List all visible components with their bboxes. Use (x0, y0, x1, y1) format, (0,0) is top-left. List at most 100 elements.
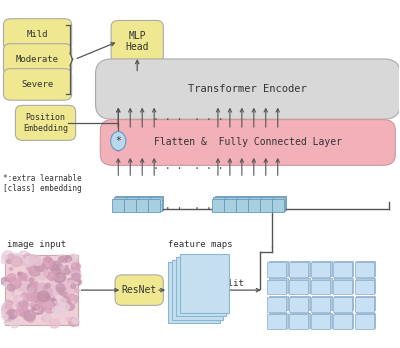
FancyBboxPatch shape (268, 295, 288, 310)
Circle shape (18, 297, 22, 301)
Text: Mild: Mild (27, 30, 48, 39)
FancyBboxPatch shape (172, 260, 223, 319)
FancyBboxPatch shape (96, 59, 400, 119)
Circle shape (7, 310, 18, 319)
FancyBboxPatch shape (273, 197, 285, 211)
Text: split: split (217, 279, 244, 288)
FancyBboxPatch shape (262, 196, 274, 210)
Circle shape (56, 300, 60, 304)
Circle shape (10, 317, 14, 321)
Circle shape (52, 271, 56, 274)
Circle shape (26, 256, 35, 264)
Circle shape (66, 303, 74, 310)
Circle shape (23, 256, 26, 258)
FancyBboxPatch shape (4, 19, 72, 50)
Circle shape (31, 303, 40, 312)
Circle shape (4, 303, 12, 309)
FancyBboxPatch shape (289, 314, 308, 329)
Circle shape (24, 303, 26, 306)
FancyBboxPatch shape (114, 197, 126, 211)
FancyBboxPatch shape (260, 199, 272, 213)
FancyBboxPatch shape (334, 261, 354, 276)
FancyBboxPatch shape (4, 44, 72, 75)
Circle shape (26, 271, 36, 280)
Circle shape (72, 262, 80, 269)
FancyBboxPatch shape (289, 262, 308, 277)
Circle shape (14, 280, 26, 291)
Circle shape (14, 295, 22, 303)
Circle shape (39, 300, 44, 304)
FancyBboxPatch shape (311, 297, 330, 311)
Circle shape (18, 272, 25, 278)
Circle shape (10, 290, 13, 293)
Circle shape (23, 287, 32, 295)
Circle shape (68, 303, 75, 309)
FancyBboxPatch shape (289, 280, 308, 294)
Circle shape (32, 262, 36, 264)
Circle shape (8, 301, 13, 306)
Circle shape (67, 317, 71, 321)
Circle shape (42, 292, 46, 296)
Circle shape (48, 259, 51, 262)
Circle shape (56, 255, 68, 264)
Circle shape (17, 306, 28, 316)
Text: image input: image input (7, 239, 66, 248)
Circle shape (72, 274, 80, 281)
Circle shape (21, 258, 30, 266)
Circle shape (60, 256, 69, 263)
Circle shape (4, 312, 14, 321)
FancyBboxPatch shape (148, 199, 160, 213)
Circle shape (4, 315, 7, 318)
Circle shape (16, 304, 18, 307)
FancyBboxPatch shape (111, 21, 163, 62)
Circle shape (44, 288, 52, 295)
FancyBboxPatch shape (126, 197, 138, 211)
FancyBboxPatch shape (290, 313, 310, 327)
FancyBboxPatch shape (311, 262, 330, 277)
Circle shape (60, 288, 68, 296)
FancyBboxPatch shape (312, 313, 332, 327)
Circle shape (68, 260, 70, 262)
Circle shape (18, 251, 30, 261)
FancyBboxPatch shape (212, 199, 224, 213)
FancyBboxPatch shape (138, 197, 150, 211)
Circle shape (72, 282, 76, 285)
FancyBboxPatch shape (312, 278, 332, 293)
Circle shape (54, 306, 64, 314)
Circle shape (26, 314, 35, 322)
Circle shape (60, 266, 64, 269)
Circle shape (42, 317, 46, 320)
Circle shape (13, 282, 22, 290)
Circle shape (32, 282, 39, 287)
Circle shape (34, 306, 37, 308)
Circle shape (19, 300, 28, 308)
Circle shape (4, 320, 10, 324)
Circle shape (7, 259, 11, 263)
Circle shape (1, 307, 11, 315)
FancyBboxPatch shape (333, 297, 352, 311)
Circle shape (42, 300, 47, 304)
Text: Moderate: Moderate (16, 55, 59, 64)
FancyBboxPatch shape (239, 196, 251, 210)
FancyBboxPatch shape (249, 197, 261, 211)
Circle shape (28, 273, 38, 282)
FancyBboxPatch shape (151, 196, 163, 210)
Circle shape (10, 278, 22, 288)
Circle shape (20, 273, 27, 280)
Circle shape (42, 315, 51, 322)
Text: *: * (115, 136, 121, 146)
Circle shape (4, 282, 10, 287)
Circle shape (16, 284, 20, 287)
Circle shape (72, 267, 75, 270)
Circle shape (72, 318, 79, 324)
FancyBboxPatch shape (215, 196, 227, 210)
FancyBboxPatch shape (355, 314, 374, 329)
Circle shape (24, 309, 26, 311)
Circle shape (40, 282, 50, 290)
Text: Transformer Encoder: Transformer Encoder (188, 84, 307, 94)
Circle shape (34, 258, 42, 265)
Circle shape (46, 298, 57, 308)
FancyBboxPatch shape (127, 196, 139, 210)
FancyBboxPatch shape (312, 261, 332, 276)
FancyBboxPatch shape (267, 262, 286, 277)
